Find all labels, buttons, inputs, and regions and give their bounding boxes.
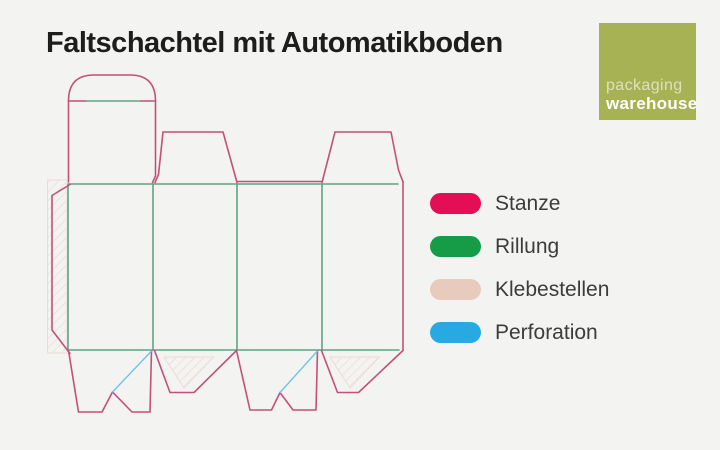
legend-swatch-rillung bbox=[430, 236, 481, 257]
legend-item-perforation: Perforation bbox=[430, 320, 609, 344]
legend-label-perforation: Perforation bbox=[495, 320, 598, 344]
legend-item-klebestellen: Klebestellen bbox=[430, 277, 610, 301]
legend-label-stanze: Stanze bbox=[495, 191, 561, 215]
page-title: Faltschachtel mit Automatikboden bbox=[46, 27, 503, 59]
glue-area-side-flap bbox=[47, 179, 68, 354]
glue-area-bottom-right bbox=[329, 356, 381, 389]
diecut-perforation-lines bbox=[111, 350, 319, 394]
glue-area-bottom-left bbox=[163, 356, 215, 389]
brand-logo-line1: packaging bbox=[606, 77, 683, 95]
legend: Stanze Rillung Klebestellen Perforation bbox=[430, 191, 610, 365]
legend-item-stanze: Stanze bbox=[430, 191, 609, 215]
legend-label-rillung: Rillung bbox=[495, 234, 560, 258]
diecut-cut-lines bbox=[51, 74, 404, 413]
legend-label-klebestellen: Klebestellen bbox=[495, 277, 610, 301]
diecut-glue-areas bbox=[47, 179, 381, 389]
legend-swatch-stanze bbox=[430, 193, 481, 214]
legend-swatch-perforation bbox=[430, 322, 481, 343]
legend-item-rillung: Rillung bbox=[430, 234, 609, 258]
brand-logo: packaging warehouse bbox=[599, 23, 698, 120]
diecut-crease-lines bbox=[67, 100, 400, 351]
legend-swatch-klebestellen bbox=[430, 279, 481, 300]
brand-logo-line2: warehouse bbox=[606, 94, 698, 114]
